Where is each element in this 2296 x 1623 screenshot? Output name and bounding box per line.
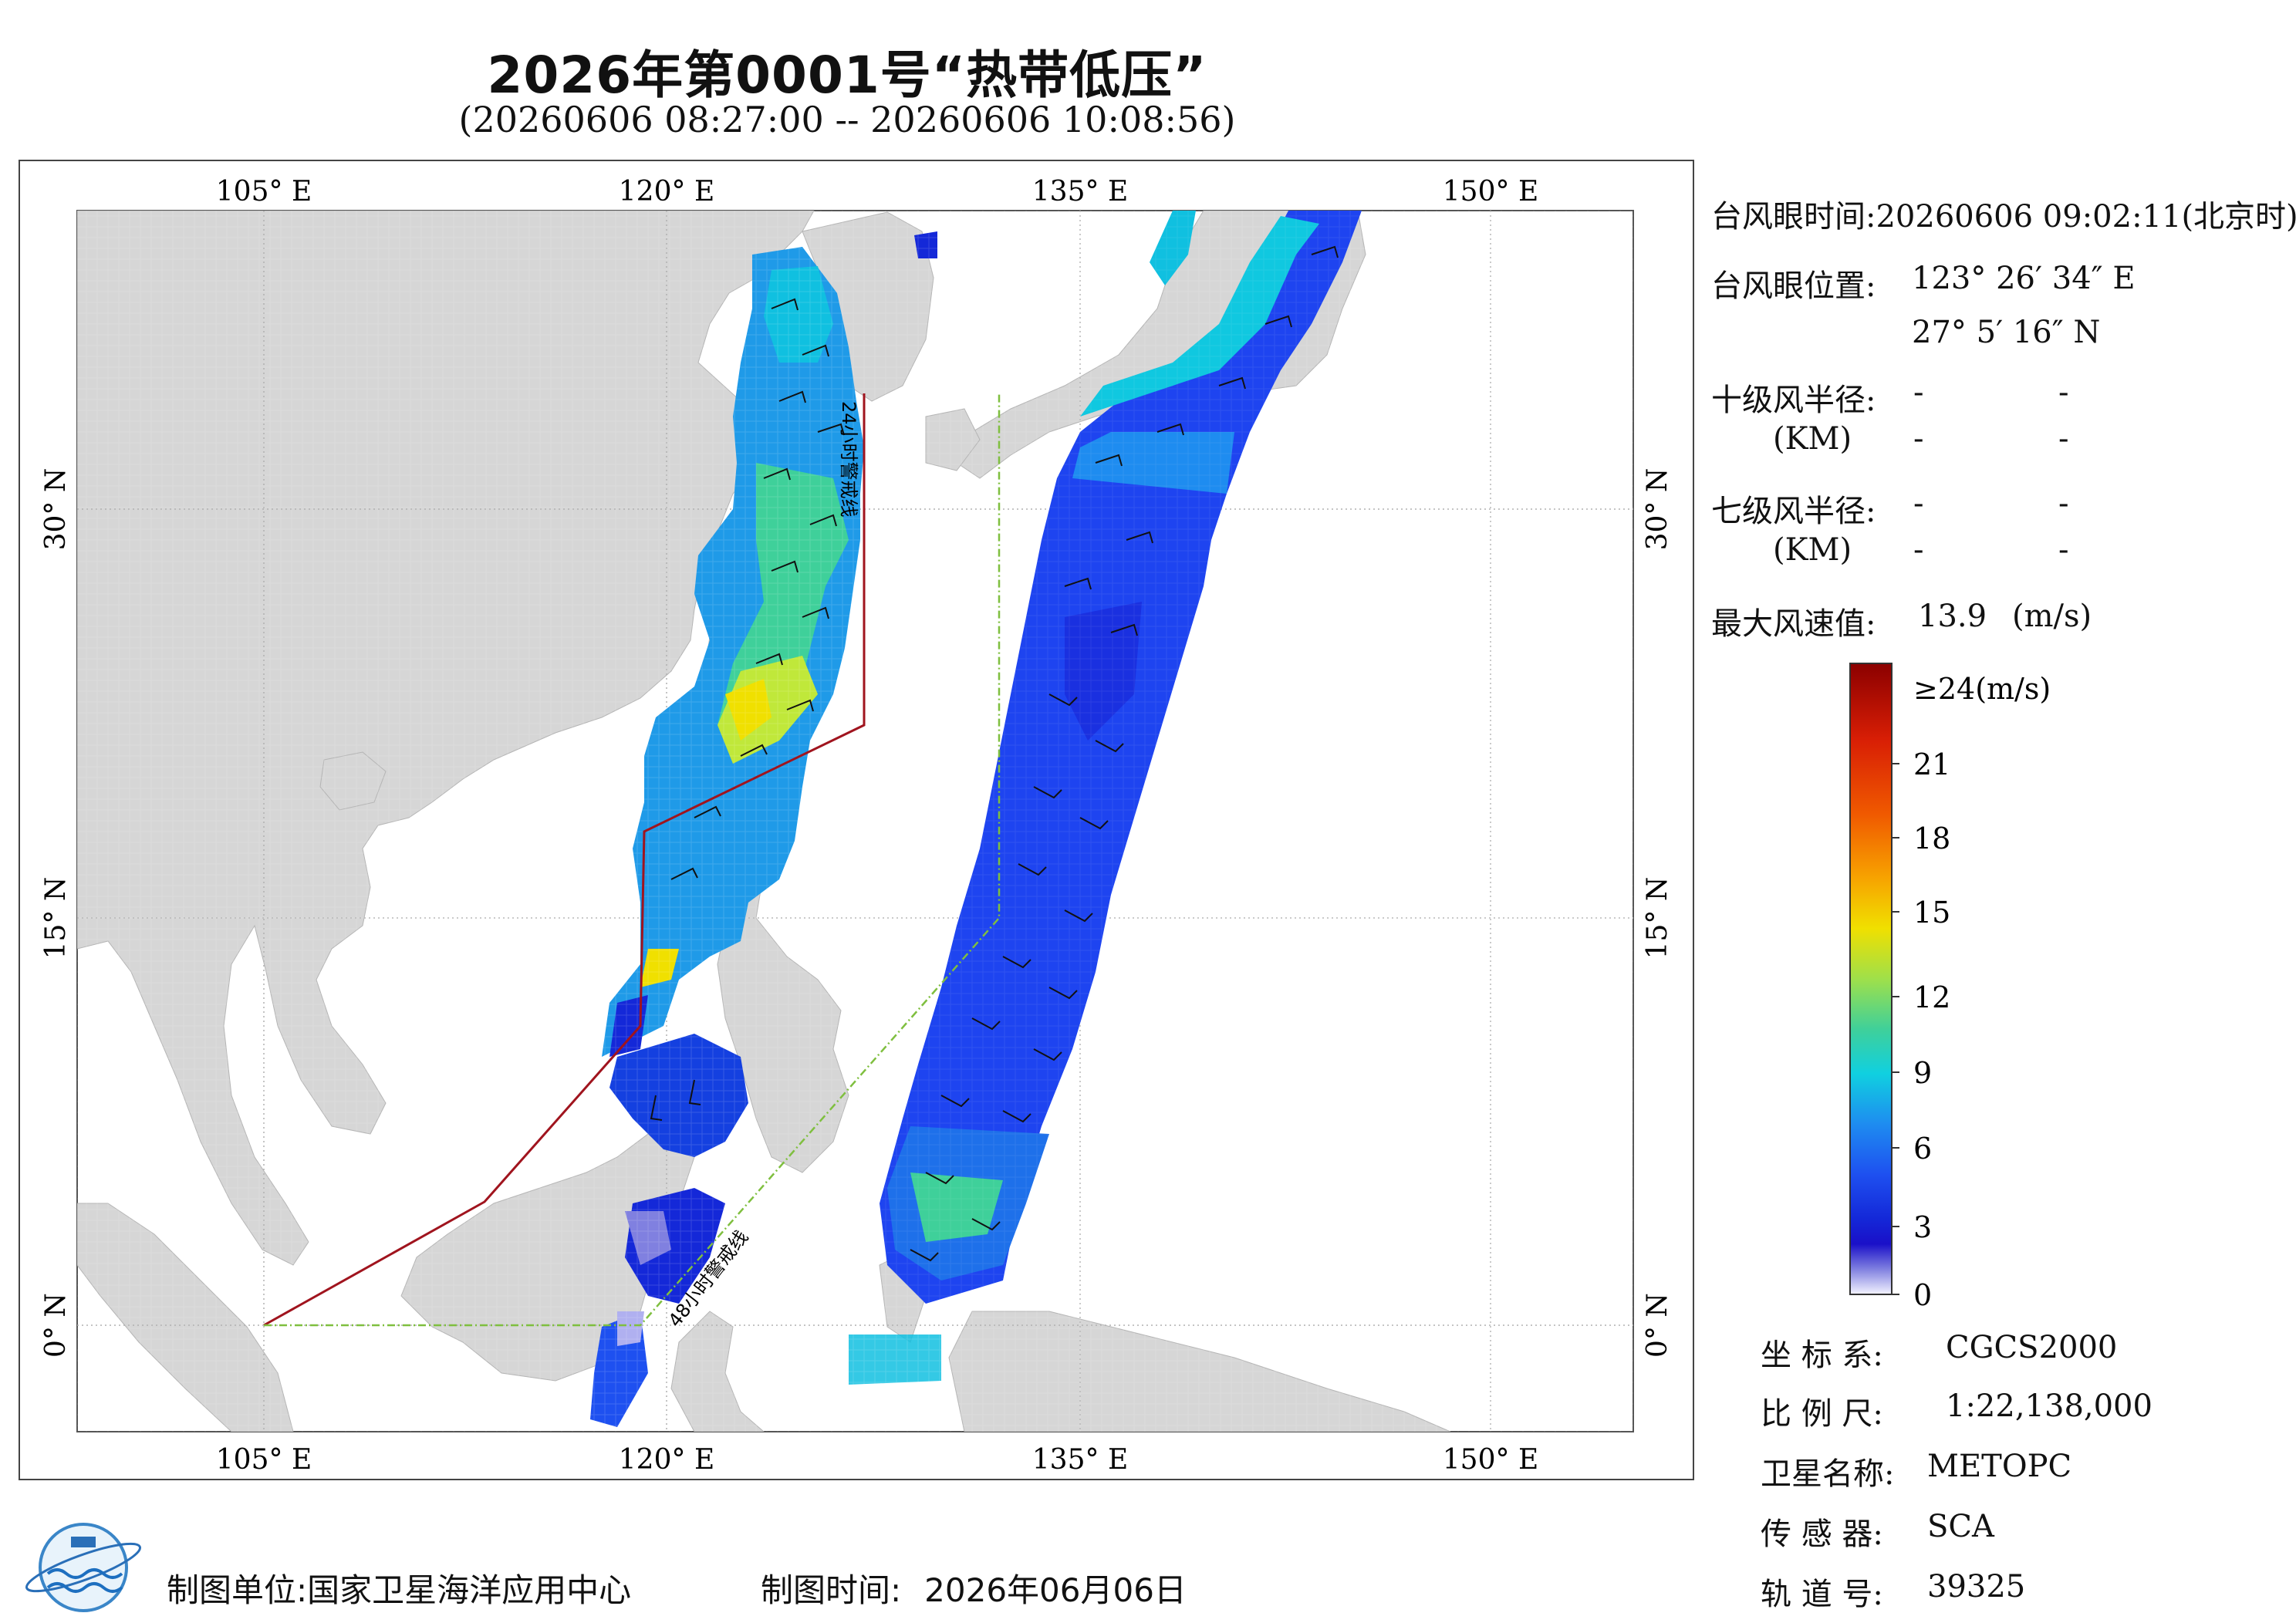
lon-tick-top: 105° E	[216, 176, 312, 208]
colorbar-tick: 21	[1913, 747, 1950, 781]
lon-tick-bottom: 150° E	[1443, 1444, 1538, 1476]
lat-tick-right: 15° N	[1642, 877, 1673, 960]
map-frame	[19, 160, 1694, 1480]
r10-value-2: -	[2058, 375, 2069, 410]
colorbar-tick: 6	[1913, 1132, 1932, 1166]
max-wind-unit: (m/s)	[2012, 599, 2092, 634]
colorbar-gradient	[1849, 663, 1893, 1295]
r7-value-3: -	[1913, 532, 1924, 568]
producer-label: 制图单位:	[167, 1571, 308, 1609]
crs-label: 坐 标 系:	[1761, 1338, 1883, 1373]
r10-value-4: -	[2058, 421, 2069, 457]
colorbar-tick: 9	[1913, 1056, 1932, 1090]
lon-tick-top: 120° E	[619, 176, 714, 208]
wind-swath-east	[77, 211, 1633, 1432]
sensor-label: 传 感 器:	[1761, 1517, 1883, 1552]
lon-tick-bottom: 105° E	[216, 1444, 312, 1476]
lon-tick-bottom: 135° E	[1032, 1444, 1128, 1476]
producer-value: 国家卫星海洋应用中心	[307, 1571, 632, 1609]
colorbar-tick: 18	[1913, 822, 1950, 855]
lon-tick-top: 150° E	[1443, 176, 1538, 208]
max-wind-value: 13.9	[1918, 599, 1987, 634]
r7-label: 七级风半径:	[1711, 494, 1876, 529]
colorbar-tick: 15	[1913, 896, 1950, 930]
sensor-value: SCA	[1927, 1509, 1994, 1544]
r7-value-4: -	[2058, 532, 2069, 568]
production-time-value: 2026年06月06日	[924, 1571, 1187, 1609]
scale-label: 比 例 尺:	[1761, 1396, 1883, 1432]
eye-position-label: 台风眼位置:	[1711, 268, 1876, 304]
eye-position-lon: 123° 26′ 34″ E	[1912, 261, 2136, 296]
r10-label: 十级风半径:	[1711, 383, 1876, 418]
r10-value-1: -	[1913, 375, 1924, 410]
lat-tick-left: 15° N	[40, 877, 72, 960]
satellite-value: METOPC	[1927, 1449, 2072, 1484]
production-time-label: 制图时间:	[761, 1571, 902, 1609]
page-title: 2026年第0001号“热带低压”	[487, 46, 1207, 105]
r7-value-1: -	[1913, 486, 1924, 521]
sosc-logo	[25, 1523, 142, 1612]
lon-tick-top: 135° E	[1032, 176, 1128, 208]
colorbar-tick: 0	[1913, 1278, 1932, 1312]
producer-row: 制图单位:国家卫星海洋应用中心	[167, 1564, 631, 1611]
warning-line-24h	[263, 393, 866, 1327]
lat-tick-left: 30° N	[40, 468, 72, 551]
r7-value-2: -	[2058, 486, 2069, 521]
crs-value: CGCS2000	[1946, 1330, 2118, 1365]
eye-time-label: 台风眼时间:	[1711, 199, 1876, 235]
orbit-value: 39325	[1927, 1569, 2026, 1604]
warning-line-48h	[264, 393, 1001, 1327]
orbit-label: 轨 道 号:	[1761, 1577, 1883, 1612]
lat-tick-right: 30° N	[1642, 468, 1673, 551]
lat-tick-left: 0° N	[40, 1293, 72, 1358]
r10-value-3: -	[1913, 421, 1924, 457]
wind-barbs	[650, 245, 1339, 1262]
warning-line-24h-label: 24小时警戒线	[838, 401, 859, 518]
lon-tick-bottom: 120° E	[619, 1444, 714, 1476]
scale-value: 1:22,138,000	[1946, 1388, 2152, 1424]
time-range-subtitle: (20260606 08:27:00 -- 20260606 10:08:56)	[458, 99, 1236, 140]
lat-tick-right: 0° N	[1642, 1293, 1673, 1358]
max-wind-label: 最大风速值:	[1711, 606, 1876, 642]
eye-time-row: 台风眼时间:20260606 09:02:11(北京时)	[1711, 191, 2296, 236]
colorbar-top-label: ≥24(m/s)	[1913, 672, 2051, 706]
r7-unit: (KM)	[1773, 532, 1852, 568]
eye-position-lat: 27° 5′ 16″ N	[1912, 315, 2101, 350]
colorbar-tick: 12	[1913, 980, 1950, 1014]
satellite-label: 卫星名称:	[1761, 1456, 1895, 1492]
production-time-row: 制图时间: 2026年06月06日	[761, 1564, 1187, 1611]
eye-time-value: 20260606 09:02:11(北京时)	[1876, 199, 2296, 235]
colorbar-tick: 3	[1913, 1210, 1932, 1244]
r10-unit: (KM)	[1773, 421, 1852, 457]
colorbar: ≥24(m/s) 21 18 15 12 9 6 3 0	[1849, 663, 2051, 1312]
